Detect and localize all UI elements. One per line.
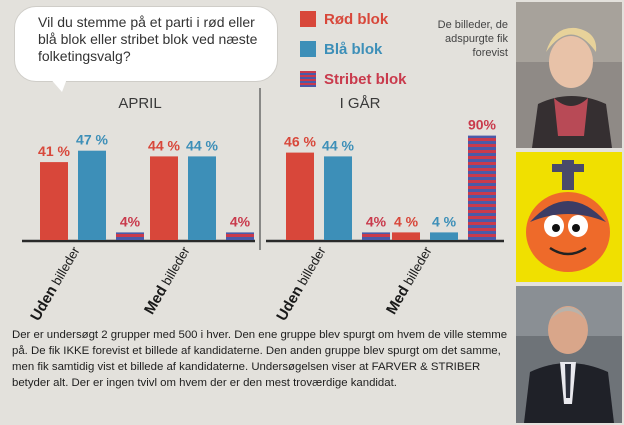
- category-label-rest: billeder: [47, 243, 83, 291]
- data-label: 4 %: [394, 213, 419, 229]
- bar-april-1-1: [188, 156, 216, 240]
- category-label-rest: billeder: [293, 243, 329, 291]
- data-label: 44 %: [322, 137, 354, 153]
- data-label: 90%: [468, 117, 497, 133]
- bar-i-gaar-0-1: [324, 156, 352, 240]
- category-label: Uden billeder: [273, 243, 330, 324]
- data-label: 46 %: [284, 134, 316, 150]
- legend-label-red: Rød blok: [324, 10, 389, 28]
- bar-april-1-0: [150, 156, 178, 240]
- legend-swatch-blue: [300, 41, 316, 57]
- category-label-rest: billeder: [399, 243, 435, 291]
- category-label-rest: billeder: [157, 243, 193, 291]
- bar-i-gaar-1-1: [430, 232, 458, 240]
- legend-item-striped: Stribet blok: [300, 70, 407, 88]
- legend-item-blue: Blå blok: [300, 40, 407, 58]
- man-politician-photo: [516, 286, 622, 423]
- woman-politician-photo: [516, 2, 622, 148]
- chart-title-april: APRIL: [118, 95, 161, 112]
- data-label: 4 %: [432, 213, 457, 229]
- data-label: 41 %: [38, 143, 70, 159]
- legend: Rød blok Blå blok Stribet blok: [300, 10, 407, 88]
- category-label: Med billeder: [141, 243, 194, 317]
- category-label: Med billeder: [383, 243, 436, 317]
- legend-label-blue: Blå blok: [324, 40, 383, 58]
- bar-i-gaar-0-0: [286, 152, 314, 240]
- category-label: Uden billeder: [27, 243, 84, 324]
- data-label: 4%: [230, 213, 251, 229]
- legend-label-striped: Stribet blok: [324, 70, 407, 88]
- bar-april-0-1: [78, 150, 106, 240]
- bar-i-gaar-0-2: [362, 232, 390, 240]
- bubble-tail: [48, 76, 68, 92]
- bar-i-gaar-1-0: [392, 232, 420, 240]
- chart-title-i-gaar: I GÅR: [340, 95, 381, 112]
- data-label: 4%: [366, 213, 387, 229]
- bar-april-0-0: [40, 162, 68, 240]
- data-label: 44 %: [186, 137, 218, 153]
- survey-description: Der er undersøgt 2 grupper med 500 i hve…: [12, 329, 508, 389]
- data-label: 44 %: [148, 137, 180, 153]
- legend-item-red: Rød blok: [300, 10, 407, 28]
- side-note: De billeder, de adspurgte fik forevist: [437, 19, 508, 59]
- survey-question: Vil du stemme på et parti i rød eller bl…: [38, 14, 258, 64]
- data-label: 4%: [120, 213, 141, 229]
- bar-april-1-2: [226, 232, 254, 240]
- bar-april-0-2: [116, 232, 144, 240]
- bar-i-gaar-1-2: [468, 135, 496, 240]
- cartoon-character-picture: [516, 152, 622, 282]
- legend-swatch-red: [300, 11, 316, 27]
- legend-swatch-striped: [300, 71, 316, 87]
- question-bubble: [14, 6, 278, 82]
- data-label: 47 %: [76, 132, 108, 148]
